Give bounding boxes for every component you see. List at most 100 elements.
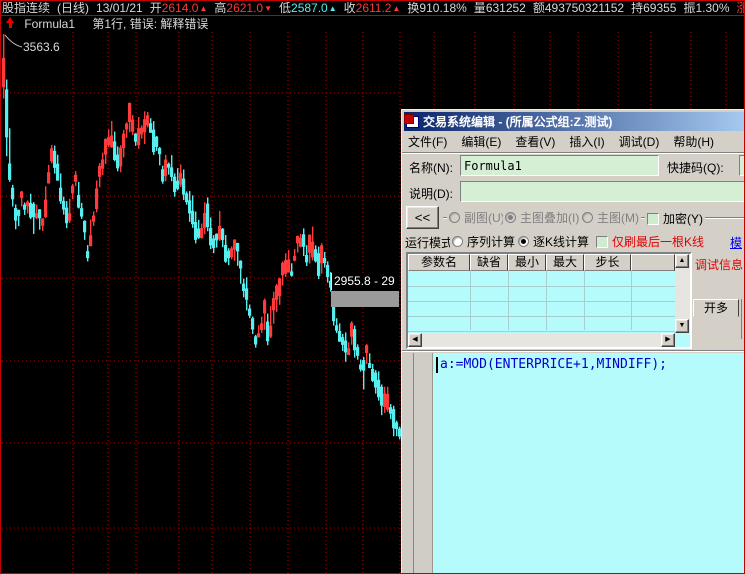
up-arrow-icon: ▲ <box>328 4 337 13</box>
code-editor-gutter <box>402 353 433 573</box>
up-arrow-icon: ▲ <box>199 4 208 13</box>
radio-label: 主图叠加(I) <box>520 211 580 225</box>
quote-field-涨: 涨(0.8)0.0 <box>737 2 744 15</box>
col-header-最小: 最小 <box>508 254 546 271</box>
name-label: 名称(N): <box>409 161 453 175</box>
description-input[interactable] <box>460 181 744 202</box>
quote-field-高: 高 2621.0 ▼ <box>214 2 273 15</box>
hotkey-label: 快捷码(Q): <box>667 161 724 175</box>
only-last-bar-checkbox-box[interactable] <box>596 235 608 248</box>
menu-编辑E[interactable]: 编辑(E) <box>461 134 502 149</box>
encrypt-checkbox[interactable]: 加密(Y) <box>645 210 705 227</box>
dialog-menubar: 文件(F) 编辑(E) 查看(V) 插入(I) 调试(D) 帮助(H) <box>404 131 744 151</box>
parameter-table[interactable]: 参数名 缺省 最小 最大 步长 ▲ ▼ ◀ ▶ <box>406 252 692 349</box>
table-row-line <box>408 331 675 332</box>
dialog-title: 交易系统编辑 - (所属公式组:Z.测试) <box>423 115 613 129</box>
table-grid-line <box>470 271 471 330</box>
debug-info-label: 调试信息: <box>695 258 745 272</box>
table-row-line <box>408 316 675 317</box>
name-input[interactable] <box>460 155 659 176</box>
radio-label: 主图(M) <box>597 211 639 225</box>
table-grid-line <box>508 271 509 330</box>
code-editor[interactable]: a:=MOD(ENTERPRICE+1,MINDIFF); <box>402 353 744 573</box>
table-grid-line <box>631 271 632 330</box>
menu-帮助H[interactable]: 帮助(H) <box>673 134 714 149</box>
period-label: (日线) <box>57 2 90 15</box>
formula-editor-dialog: 交易系统编辑 - (所属公式组:Z.测试) 文件(F) 编辑(E) 查看(V) 插入(… <box>401 109 745 573</box>
quote-fields: 开 2614.0 ▲ 高 2621.0 ▼ 低 2587.0 ▲ 收 2611.2 ▲ 换 910.18%… <box>149 2 744 15</box>
radio-circle[interactable] <box>449 212 460 223</box>
only-last-bar-label: 仅刷最后一根K线 <box>612 235 705 249</box>
quote-field-额: 额 493750321152 <box>532 2 625 15</box>
radio-circle[interactable] <box>452 236 463 247</box>
only-last-bar-checkbox[interactable]: 仅刷最后一根K线 <box>594 233 707 250</box>
table-grid-line <box>584 271 585 330</box>
col-header-缺省: 缺省 <box>470 254 508 271</box>
tab-open-long[interactable]: 开多 <box>693 299 739 317</box>
v-scrollbar-track[interactable] <box>675 254 690 333</box>
quote-field-收: 收 2611.2 ▲ <box>343 2 401 15</box>
down-arrow-icon: ▼ <box>264 4 273 13</box>
radio-circle[interactable] <box>582 212 593 223</box>
date-label: 13/01/21 <box>96 2 143 15</box>
col-header-参数名: 参数名 <box>408 254 470 271</box>
radio-circle[interactable] <box>518 236 529 247</box>
menu-调试D[interactable]: 调试(D) <box>618 134 660 149</box>
col-header-filler <box>631 254 675 271</box>
radio-label: 副图(U) <box>464 211 505 225</box>
scroll-down-button[interactable]: ▼ <box>675 319 689 333</box>
scroll-left-button[interactable]: ◀ <box>408 333 422 347</box>
menu-divider <box>402 152 744 153</box>
quote-field-量: 量 631252 <box>473 2 526 15</box>
red-divider <box>1 15 744 16</box>
radio-display-2[interactable]: 主图叠加(I) <box>503 209 582 226</box>
run-mode-label: 运行模式: <box>405 236 457 250</box>
formula-status-bar: Formula1 第1行, 错误: 解释错误 <box>3 17 744 31</box>
h-scrollbar-track[interactable] <box>408 333 675 347</box>
table-grid-line <box>546 271 547 330</box>
menu-文件F[interactable]: 文件(F) <box>408 134 448 149</box>
dialog-titlebar[interactable]: 交易系统编辑 - (所属公式组:Z.测试) <box>404 112 744 131</box>
radio-label: 序列计算 <box>467 235 516 249</box>
formula-name: Formula1 <box>24 17 76 31</box>
encrypt-checkbox-box[interactable] <box>647 212 659 225</box>
buy-signal-arrow-icon <box>6 17 15 28</box>
symbol-name: 股指连续 <box>2 2 51 15</box>
peak-price-label: 3563.6 <box>23 40 60 54</box>
encrypt-label: 加密(Y) <box>663 212 703 226</box>
collapse-button[interactable]: << <box>406 206 439 229</box>
radio-display-3[interactable]: 主图(M) <box>580 209 641 226</box>
col-header-步长: 步长 <box>584 254 631 271</box>
menu-插入I[interactable]: 插入(I) <box>569 134 605 149</box>
dialog-icon <box>404 113 419 128</box>
radio-label: 逐K线计算 <box>533 235 590 249</box>
tab-divider <box>741 299 742 339</box>
table-row-line <box>408 301 675 302</box>
hotkey-input[interactable] <box>739 155 744 176</box>
up-arrow-icon: ▲ <box>392 4 401 13</box>
quote-field-换: 换 910.18% <box>407 2 467 15</box>
splitter[interactable] <box>402 350 744 351</box>
radio-runmode-2[interactable]: 逐K线计算 <box>516 233 592 250</box>
quote-field-持: 持 69355 <box>631 2 677 15</box>
radio-runmode-1[interactable]: 序列计算 <box>450 233 518 250</box>
text-caret <box>436 357 438 373</box>
crosshair-tooltip-shadow <box>331 291 399 307</box>
radio-circle[interactable] <box>505 212 516 223</box>
radio-display-1[interactable]: 副图(U) <box>447 209 507 226</box>
crosshair-tooltip: 2955.8 - 29 <box>331 273 399 290</box>
scroll-right-button[interactable]: ▶ <box>661 333 675 347</box>
scroll-up-button[interactable]: ▲ <box>675 254 689 268</box>
mode-link[interactable]: 模 <box>730 236 743 250</box>
table-row-line <box>408 286 675 287</box>
formula-code[interactable]: a:=MOD(ENTERPRICE+1,MINDIFF); <box>440 357 667 372</box>
menu-查看V[interactable]: 查看(V) <box>515 134 556 149</box>
quote-field-振: 振 1.30% <box>683 2 730 15</box>
quote-bar: 股指连续 (日线) 13/01/21 开 2614.0 ▲ 高 2621.0 ▼ 低 2587… <box>2 2 744 15</box>
description-label: 说明(D): <box>409 187 453 201</box>
col-header-最大: 最大 <box>546 254 584 271</box>
error-message: 第1行, 错误: 解释错误 <box>92 17 209 31</box>
quote-field-开: 开 2614.0 ▲ <box>149 2 208 15</box>
